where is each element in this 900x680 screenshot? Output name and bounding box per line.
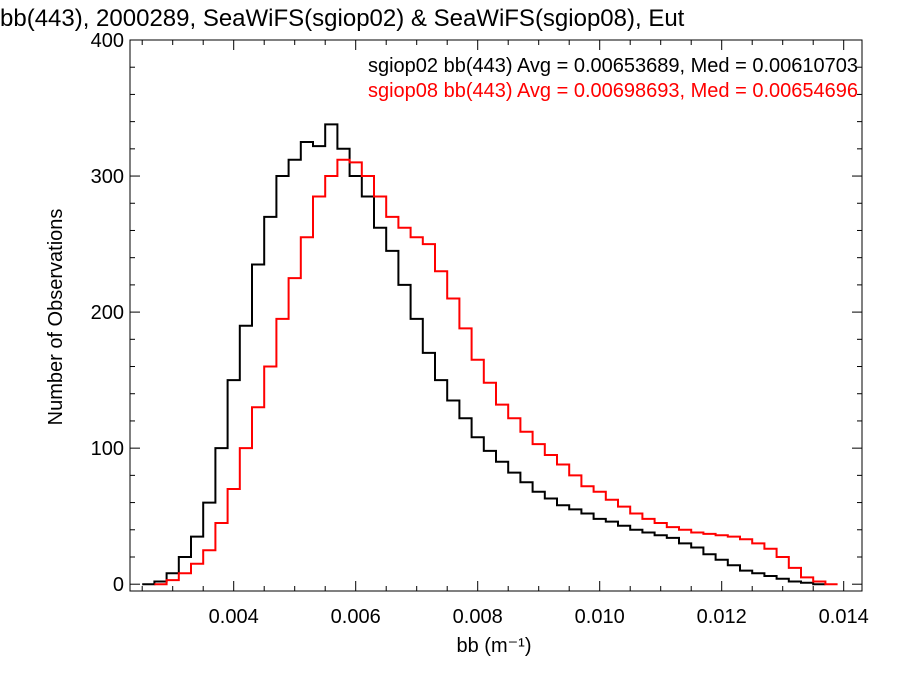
- y-tick-label: 200: [91, 302, 124, 324]
- x-tick-label: 0.012: [697, 606, 747, 628]
- y-tick-label: 400: [91, 30, 124, 52]
- series-line-sgiop02: [142, 123, 826, 586]
- chart-title: bb(443), 2000289, SeaWiFS(sgiop02) & Sea…: [0, 5, 685, 32]
- y-tick-label: 100: [91, 438, 124, 460]
- x-tick-label: 0.008: [453, 606, 503, 628]
- series-line-sgiop08: [154, 158, 838, 586]
- x-tick-label: 0.010: [575, 606, 625, 628]
- y-axis-label: Number of Observations: [45, 209, 67, 426]
- x-tick-label: 0.014: [819, 606, 869, 628]
- x-tick-label: 0.004: [209, 606, 259, 628]
- legend-entry-sgiop08: sgiop08 bb(443) Avg = 0.00698693, Med = …: [368, 80, 858, 102]
- legend-entry-sgiop02: sgiop02 bb(443) Avg = 0.00653689, Med = …: [368, 55, 858, 77]
- y-tick-label: 0: [113, 574, 124, 596]
- x-axis-label: bb (m⁻¹): [457, 635, 532, 657]
- plot-frame: [129, 39, 863, 592]
- x-tick-label: 0.006: [331, 606, 381, 628]
- y-tick-label: 300: [91, 166, 124, 188]
